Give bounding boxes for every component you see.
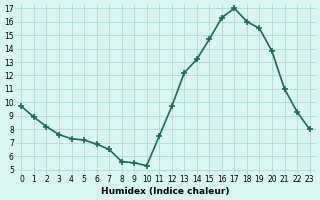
- X-axis label: Humidex (Indice chaleur): Humidex (Indice chaleur): [101, 187, 230, 196]
